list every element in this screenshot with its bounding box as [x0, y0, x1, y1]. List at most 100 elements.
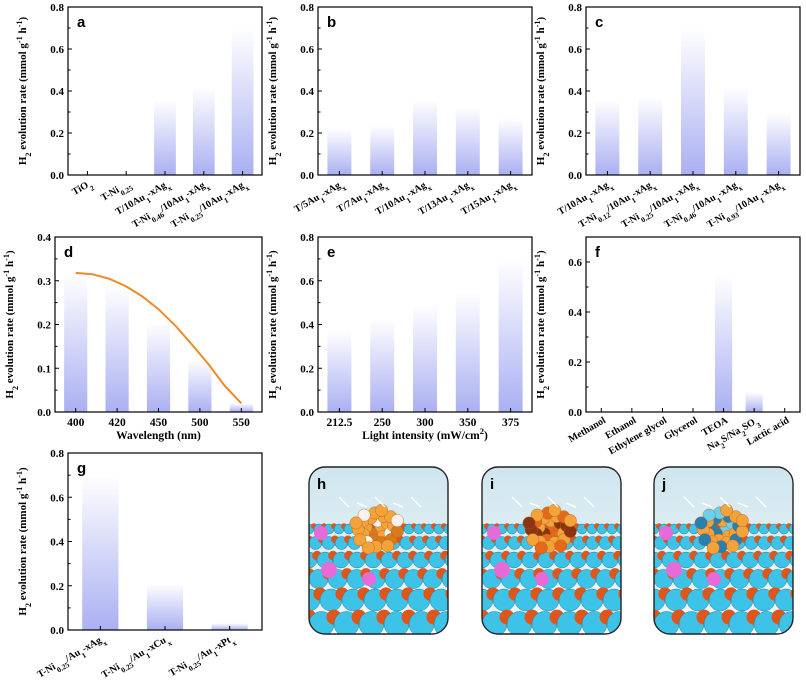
- ligand-bond: [529, 502, 541, 508]
- ti-atom: [438, 536, 448, 550]
- y-tick-label: 0.8: [50, 448, 64, 460]
- y-tick-label: 0.8: [50, 2, 64, 14]
- bar: [413, 99, 437, 175]
- bar: [327, 329, 352, 412]
- ni-atom: [362, 572, 376, 586]
- ligand-bond: [338, 496, 350, 508]
- bar: [595, 99, 620, 175]
- cluster-atom: [735, 525, 749, 538]
- ti-atom: [786, 569, 793, 589]
- cluster-atom: [720, 503, 734, 517]
- o-atom: [621, 536, 629, 544]
- y-tick-label: 0.6: [568, 257, 582, 269]
- ti-atom: [630, 552, 646, 568]
- o-atom: [628, 568, 639, 579]
- render-scene: [276, 467, 480, 634]
- ni-atom: [535, 572, 549, 586]
- bar: [327, 128, 352, 175]
- panel-label-d: d: [64, 244, 73, 261]
- y-tick-label: 0.0: [568, 407, 582, 419]
- cluster-atom: [353, 533, 367, 547]
- o-atom: [461, 536, 469, 544]
- ti-atom: [654, 611, 655, 634]
- bar: [154, 99, 176, 175]
- bar: [455, 106, 480, 175]
- y-axis-label: H2 evolution rate (mmol g-1 h-1): [265, 250, 283, 399]
- o-atom: [452, 610, 467, 625]
- ligand-bond: [565, 502, 577, 508]
- x-tick-label: 350: [459, 417, 477, 429]
- x-tick-label: 212.5: [326, 417, 352, 429]
- bar: [455, 291, 480, 412]
- ti-atom: [309, 569, 310, 589]
- fit-curve: [75, 271, 243, 404]
- cluster-atom: [702, 508, 716, 522]
- o-atom: [636, 587, 649, 600]
- cluster-atom: [563, 525, 577, 538]
- ni-atom: [321, 562, 337, 578]
- o-atom: [474, 523, 480, 529]
- cluster-atom: [361, 541, 375, 555]
- render-panel-label: i: [490, 476, 494, 493]
- cluster-atom: [563, 514, 577, 527]
- x-tick-label: Glycerol: [662, 415, 699, 443]
- bar: [766, 113, 791, 175]
- render-border: [308, 466, 449, 635]
- x-tick-label: T-Ni0.93/10Au1-xAgx: [705, 178, 787, 234]
- ligand-bond: [719, 496, 731, 508]
- render-panel-i: i: [458, 466, 639, 635]
- cluster-atom: [375, 503, 389, 517]
- y-tick-label: 0.2: [568, 357, 582, 369]
- bar: [64, 274, 88, 412]
- x-axis-label: Wavelength (nm): [116, 430, 201, 442]
- o-atom: [291, 587, 304, 600]
- o-atom: [464, 587, 477, 600]
- o-atom: [301, 523, 307, 529]
- o-atom: [800, 568, 806, 579]
- x-tick-label: T-Ni0.25/Au1-xCux: [100, 633, 174, 681]
- ligand-bond: [737, 502, 749, 508]
- render-border: [481, 466, 622, 635]
- cluster-atom: [726, 539, 740, 553]
- ti-atom: [783, 536, 793, 550]
- ti-atom: [482, 536, 483, 550]
- x-tick-label: T-Ni0.25/Au1-xPtx: [167, 633, 238, 681]
- ti-atom: [482, 569, 483, 589]
- bar: [105, 285, 129, 412]
- render-panel-h: h: [276, 466, 480, 635]
- render-panel-label: h: [317, 476, 326, 493]
- bar: [370, 125, 395, 175]
- y-axis-label: H2 evolution rate (mmol g-1 h-1): [533, 16, 551, 165]
- ti-atom: [276, 589, 298, 611]
- ti-atom: [452, 589, 474, 611]
- bar: [146, 583, 184, 630]
- y-tick-label: 0.2: [300, 128, 314, 140]
- bar: [231, 28, 254, 175]
- y-tick-label: 0.6: [300, 44, 314, 56]
- ti-atom: [611, 536, 621, 550]
- ligand-bond: [356, 502, 368, 508]
- y-tick-label: 0.6: [568, 44, 582, 56]
- ti-atom: [467, 524, 477, 534]
- bar: [715, 274, 733, 412]
- x-tick-label: 375: [502, 417, 520, 429]
- ti-atom: [614, 569, 621, 589]
- o-atom: [467, 587, 480, 600]
- y-tick-label: 0.6: [50, 44, 64, 56]
- ti-atom: [621, 589, 643, 611]
- ti-atom: [458, 552, 474, 568]
- o-atom: [456, 551, 466, 561]
- cluster-atom: [526, 533, 540, 547]
- bar: [638, 96, 663, 175]
- y-tick-label: 0.2: [37, 320, 51, 332]
- ti-atom: [309, 536, 310, 550]
- x-tick-label: 400: [67, 417, 85, 429]
- panel-label-e: e: [327, 244, 335, 261]
- bar: [82, 475, 119, 630]
- bar: [370, 319, 395, 412]
- render-scene: [458, 467, 639, 634]
- cluster-atom: [349, 516, 363, 530]
- chart-panel-b: 0.00.20.40.60.8T/5Au1-xAgxT/7Au1-xAgxT/1…: [265, 2, 533, 218]
